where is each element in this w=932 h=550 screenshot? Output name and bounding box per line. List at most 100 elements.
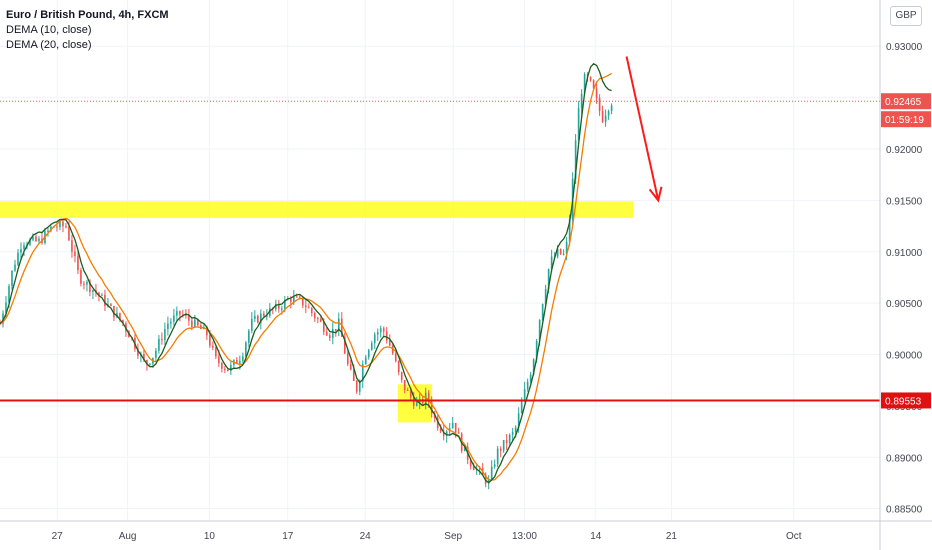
candle-body bbox=[20, 249, 22, 253]
candle-body bbox=[562, 253, 565, 255]
candle-body bbox=[565, 241, 568, 254]
candle-body bbox=[529, 374, 532, 382]
candle-body bbox=[158, 338, 160, 351]
candle-body bbox=[340, 318, 343, 337]
candle-body bbox=[361, 364, 364, 382]
candle-body bbox=[574, 140, 577, 179]
candle-body bbox=[304, 305, 307, 308]
candle-body bbox=[173, 315, 175, 322]
candle-body bbox=[104, 294, 106, 306]
candle-body bbox=[514, 427, 517, 432]
candle-body bbox=[367, 349, 370, 358]
y-tick-label: 0.91000 bbox=[886, 248, 923, 259]
indicator-dema10-label: DEMA (10, close) bbox=[6, 24, 92, 36]
candle-body bbox=[331, 328, 334, 338]
candle-body bbox=[337, 318, 340, 331]
candle-body bbox=[598, 98, 601, 112]
currency-button[interactable]: GBP bbox=[890, 6, 922, 26]
candle-body bbox=[77, 256, 79, 271]
candle-body bbox=[595, 88, 598, 99]
last-price-tag-text: 0.92465 bbox=[885, 97, 922, 108]
candle-body bbox=[227, 369, 229, 371]
x-tick-label: 13:00 bbox=[512, 531, 537, 542]
candle-body bbox=[83, 283, 85, 285]
candle-body bbox=[589, 76, 592, 81]
x-tick-label: Aug bbox=[119, 531, 137, 542]
candle-body bbox=[251, 318, 253, 331]
candle-body bbox=[364, 357, 367, 365]
candle-body bbox=[559, 248, 562, 255]
candle-body bbox=[463, 446, 466, 452]
candle-body bbox=[164, 329, 166, 340]
candle-body bbox=[101, 294, 103, 296]
candle-body bbox=[71, 240, 73, 252]
candle-body bbox=[502, 439, 505, 451]
resistance-zone bbox=[0, 201, 634, 218]
candle-body bbox=[248, 330, 250, 343]
candle-body bbox=[601, 111, 604, 122]
candle-body bbox=[370, 343, 373, 350]
candle-body bbox=[580, 93, 583, 109]
candle-body bbox=[176, 311, 178, 316]
line-price-tag-text: 0.89553 bbox=[885, 396, 922, 407]
candle-body bbox=[568, 219, 571, 242]
candle-body bbox=[607, 111, 610, 116]
candle-body bbox=[610, 105, 613, 112]
x-tick-label: 17 bbox=[282, 531, 294, 542]
candle-body bbox=[146, 360, 148, 365]
candle-body bbox=[122, 319, 124, 324]
candle-body bbox=[149, 363, 151, 365]
candle-body bbox=[523, 388, 526, 402]
candle-body bbox=[382, 328, 385, 332]
candle-body bbox=[29, 239, 31, 245]
countdown-tag: 01:59:19 bbox=[881, 111, 931, 128]
candle-body bbox=[17, 252, 19, 265]
candle-body bbox=[394, 353, 397, 362]
candle-body bbox=[206, 326, 208, 336]
candle-body bbox=[89, 281, 91, 292]
candle-body bbox=[215, 347, 217, 357]
candle-body bbox=[556, 248, 559, 257]
candle-body bbox=[535, 340, 538, 360]
candle-body bbox=[430, 402, 433, 414]
candle-body bbox=[74, 251, 76, 257]
arrow-head bbox=[648, 186, 663, 203]
candle-body bbox=[289, 298, 292, 302]
candle-body bbox=[358, 381, 361, 392]
candle-body bbox=[191, 320, 193, 327]
candle-body bbox=[68, 226, 70, 241]
candle-body bbox=[517, 413, 520, 428]
candle-body bbox=[313, 313, 316, 319]
candle-body bbox=[221, 363, 223, 369]
candle-body bbox=[197, 319, 199, 326]
candle-body bbox=[544, 289, 547, 305]
candle-body bbox=[547, 269, 550, 290]
highlight-zones bbox=[0, 201, 634, 423]
candle-body bbox=[179, 311, 181, 315]
line-price-tag-bg bbox=[881, 392, 931, 409]
candle-body bbox=[35, 236, 37, 242]
candle-body bbox=[260, 313, 262, 323]
candle-body bbox=[577, 108, 580, 141]
candle-body bbox=[170, 321, 172, 324]
candle-body bbox=[310, 308, 313, 314]
dema20-line bbox=[0, 72, 612, 481]
candle-body bbox=[38, 238, 40, 242]
candle-body bbox=[592, 80, 595, 89]
price-tags: 0.92465 01:59:19 0.89553 bbox=[881, 93, 931, 409]
candle-body bbox=[355, 380, 358, 392]
candle-body bbox=[194, 319, 196, 327]
candle-body bbox=[274, 304, 277, 310]
candle-body bbox=[385, 331, 388, 341]
candle-body bbox=[541, 304, 544, 320]
y-tick-label: 0.88500 bbox=[886, 505, 923, 516]
candle-body bbox=[280, 308, 283, 310]
dema10-line bbox=[0, 62, 612, 484]
candle-body bbox=[98, 292, 100, 296]
candle-body bbox=[583, 74, 586, 94]
candle-body bbox=[532, 359, 535, 375]
candle-body bbox=[119, 312, 121, 320]
arrow-shaft bbox=[625, 56, 660, 201]
